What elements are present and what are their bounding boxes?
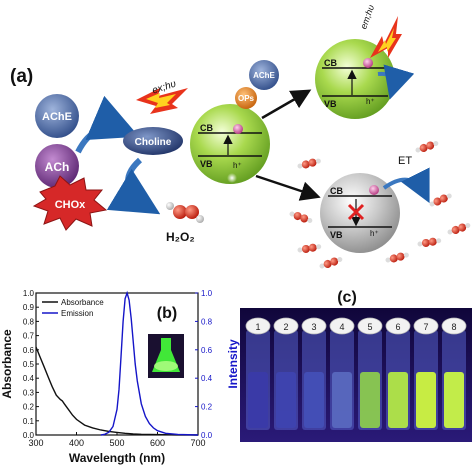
y-tick-label: 0.0 [23, 431, 35, 440]
top-hole: h⁺ [366, 97, 375, 106]
y-tick-label: 0.4 [23, 374, 35, 383]
vial-label: 2 [283, 322, 288, 332]
quantum-dot-center: CB VB h⁺ [190, 104, 270, 184]
arrow-to-top-right [261, 89, 312, 120]
chox-burst: CHOx [32, 175, 108, 231]
panel-a-label: (a) [10, 66, 33, 87]
x-tick-label: 400 [69, 438, 84, 448]
chart-series [35, 290, 199, 436]
quantum-dot-emitting: CB VB h⁺ [315, 39, 415, 119]
series-absorbance-line [35, 346, 199, 436]
ache-small-sphere: AChE [249, 60, 279, 90]
y-tick-label: 0.1 [23, 417, 35, 426]
vial: 3 [301, 317, 327, 430]
vial-label: 3 [311, 322, 316, 332]
inset-vial-photo [148, 334, 184, 378]
em-label: em;hυ [358, 3, 376, 30]
bottom-vb: VB [330, 230, 343, 240]
arrow-to-bottom-right [255, 174, 321, 201]
legend: Absorbance Emission [42, 298, 104, 318]
vial: 2 [273, 317, 299, 430]
y2-tick-label: 0.2 [201, 403, 213, 412]
ach-sphere: ACh [35, 144, 79, 188]
vial-label: 4 [339, 322, 344, 332]
choline-blob: Choline [123, 127, 183, 155]
quantum-dot-quenched: CB VB h⁺ ET [320, 155, 430, 253]
excitation-burst: ex;hυ [136, 78, 188, 114]
y2-axis-label: Intensity [226, 339, 240, 389]
vial-label: 8 [451, 322, 456, 332]
ops-sphere: OPs [235, 87, 257, 109]
vial: 5 [357, 317, 383, 430]
legend-absorbance: Absorbance [61, 298, 104, 307]
y-tick-label: 0.7 [23, 332, 35, 341]
vial: 8 [441, 317, 467, 430]
x-tick-label: 500 [109, 438, 124, 448]
center-hole: h⁺ [233, 161, 242, 170]
panel-a: (a) AChE ACh Choline CHOx [10, 3, 471, 269]
panel-b-label: (b) [157, 305, 177, 322]
ache-label: AChE [42, 111, 72, 123]
h2o2-molecule: H₂O₂ [166, 202, 204, 244]
y2-tick-label: 1.0 [201, 289, 213, 298]
x-axis-ticks: 300 400 500 600 700 [28, 432, 206, 448]
center-vb: VB [200, 159, 213, 169]
y-tick-label: 0.9 [23, 303, 35, 312]
y2-tick-label: 0.0 [201, 431, 213, 440]
ache-small-label: AChE [253, 71, 275, 80]
panel-c: (c) 1 2 3 4 5 6 7 8 [240, 289, 472, 442]
y-tick-label: 0.5 [23, 360, 35, 369]
y-tick-label: 1.0 [23, 289, 35, 298]
left-axis-ticks: 0.0 0.1 0.2 0.3 0.4 0.5 0.6 0.7 0.8 0.9 1.0 [23, 289, 39, 440]
vial: 1 [245, 317, 271, 430]
top-vb: VB [324, 99, 337, 109]
blocked-x-icon [347, 203, 365, 221]
chox-label: CHOx [55, 199, 86, 211]
y2-tick-label: 0.4 [201, 374, 213, 383]
vial-label: 5 [367, 322, 372, 332]
top-cb: CB [324, 58, 337, 68]
vial: 7 [413, 317, 439, 430]
right-axis-ticks: 0.0 0.2 0.4 0.6 0.8 1.0 [195, 289, 213, 440]
vial-label: 1 [255, 322, 260, 332]
panel-b: 0.0 0.1 0.2 0.3 0.4 0.5 0.6 0.7 0.8 0.9 1.0 0.0 0.2… [0, 289, 240, 465]
vial-row: 1 2 3 4 5 6 7 8 [245, 317, 467, 430]
et-label: ET [398, 155, 412, 167]
bottom-hole: h⁺ [370, 229, 379, 238]
x-tick-label: 700 [190, 438, 205, 448]
ops-label: OPs [238, 94, 255, 103]
vial-label: 6 [395, 322, 400, 332]
y-axis-label: Absorbance [0, 329, 14, 399]
y-tick-label: 0.3 [23, 388, 35, 397]
ach-to-choline-arrow [75, 95, 140, 154]
center-cb: CB [200, 123, 213, 133]
vial: 4 [329, 317, 355, 430]
bottom-cb: CB [330, 186, 343, 196]
y2-tick-label: 0.8 [201, 317, 213, 326]
x-tick-label: 600 [150, 438, 165, 448]
y-tick-label: 0.2 [23, 403, 35, 412]
choline-label: Choline [135, 137, 172, 148]
h2o2-scatter [289, 141, 471, 269]
ache-sphere: AChE [35, 94, 79, 138]
x-tick-label: 300 [28, 438, 43, 448]
panel-c-label: (c) [337, 289, 357, 306]
vial-label: 7 [423, 322, 428, 332]
legend-emission: Emission [61, 309, 93, 318]
y2-tick-label: 0.6 [201, 346, 213, 355]
ach-label: ACh [45, 160, 70, 174]
vial: 6 [385, 317, 411, 430]
series-emission-line [100, 290, 199, 436]
h2o2-label: H₂O₂ [166, 230, 195, 244]
x-axis-label: Wavelength (nm) [69, 451, 165, 465]
y-tick-label: 0.6 [23, 346, 35, 355]
y-tick-label: 0.8 [23, 317, 35, 326]
choline-to-h2o2-arrow [106, 157, 161, 215]
